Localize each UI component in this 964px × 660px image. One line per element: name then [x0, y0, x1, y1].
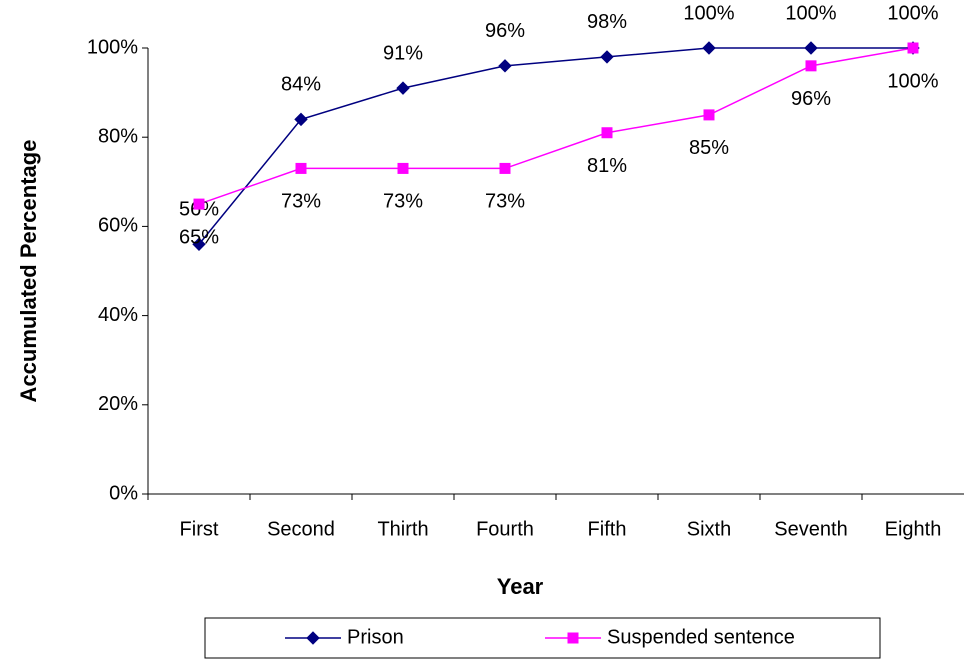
data-label: 81% — [587, 155, 627, 177]
point — [907, 42, 919, 54]
point — [805, 60, 817, 72]
point — [804, 41, 818, 55]
y-axis-title: Accumulated Percentage — [16, 140, 41, 403]
data-label: 73% — [485, 191, 525, 213]
point — [703, 109, 715, 121]
data-label: 73% — [383, 191, 423, 213]
point — [601, 127, 613, 139]
x-tick-label: Thirth — [377, 518, 428, 540]
point — [396, 81, 410, 95]
point — [295, 162, 307, 174]
y-tick-label: 20% — [98, 393, 138, 415]
point — [294, 112, 308, 127]
x-tick-label: Second — [267, 518, 335, 540]
data-label: 98% — [587, 11, 627, 33]
series-line — [198, 47, 913, 245]
data-label: 100% — [887, 2, 938, 24]
legend-label: Prison — [347, 626, 404, 648]
series-line — [198, 47, 914, 205]
data-label: 100% — [683, 2, 734, 24]
point — [498, 59, 512, 73]
y-tick-label: 60% — [98, 215, 138, 237]
y-tick-label: 100% — [87, 36, 138, 58]
legend-marker — [567, 632, 579, 644]
data-label: 65% — [179, 226, 219, 248]
y-tick-label: 0% — [109, 482, 138, 504]
x-tick-label: Fourth — [476, 518, 534, 540]
data-label: 85% — [689, 137, 729, 159]
x-axis-title: Year — [497, 574, 544, 599]
x-tick-label: Fifth — [588, 518, 627, 540]
data-label: 84% — [281, 74, 321, 96]
point — [499, 162, 511, 174]
data-label: 100% — [785, 2, 836, 24]
x-tick-label: Eighth — [885, 518, 942, 540]
y-tick-label: 40% — [98, 304, 138, 326]
legend-marker — [306, 631, 320, 645]
y-tick-label: 80% — [98, 125, 138, 147]
legend-label: Suspended sentence — [607, 626, 795, 648]
data-label: 96% — [485, 20, 525, 42]
point — [192, 237, 206, 251]
point — [600, 50, 614, 64]
point — [397, 162, 409, 174]
data-label: 96% — [791, 88, 831, 110]
x-tick-label: Seventh — [774, 518, 847, 540]
data-label: 100% — [887, 70, 938, 92]
point — [193, 198, 205, 210]
data-label: 73% — [281, 191, 321, 213]
x-tick-label: Sixth — [687, 518, 731, 540]
data-label: 91% — [383, 42, 423, 64]
point — [702, 41, 716, 55]
x-tick-label: First — [180, 518, 219, 540]
